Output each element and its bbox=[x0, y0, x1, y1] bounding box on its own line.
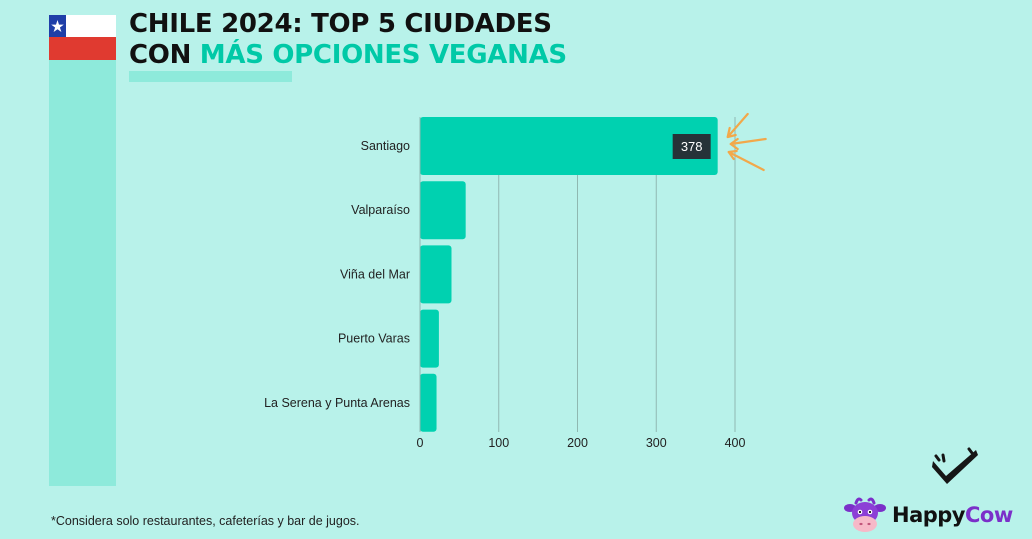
check-mark-icon bbox=[932, 447, 978, 484]
page-title: CHILE 2024: TOP 5 CIUDADES CON MÁS OPCIO… bbox=[129, 9, 567, 71]
title-line-2-accent: MÁS OPCIONES VEGANAS bbox=[199, 40, 567, 70]
chile-flag-icon bbox=[49, 15, 116, 60]
tick-label: 300 bbox=[646, 436, 667, 450]
arrows-icon bbox=[726, 112, 767, 172]
data-label-box bbox=[672, 134, 711, 159]
category-label: Santiago bbox=[361, 139, 410, 153]
category-label: Viña del Mar bbox=[340, 267, 410, 281]
logo-text-cow: Cow bbox=[965, 503, 1013, 527]
happycow-logo: HappyCow bbox=[842, 494, 1013, 536]
left-decor-strip bbox=[49, 60, 116, 486]
tick-label: 100 bbox=[488, 436, 509, 450]
category-label: Valparaíso bbox=[351, 203, 410, 217]
category-label: La Serena y Punta Arenas bbox=[264, 396, 410, 410]
tick-label: 400 bbox=[725, 436, 746, 450]
tick-label: 200 bbox=[567, 436, 588, 450]
title-line-2-prefix: CON bbox=[129, 40, 200, 70]
title-underline bbox=[129, 71, 292, 82]
logo-text-happy: Happy bbox=[892, 503, 966, 527]
bar bbox=[420, 245, 452, 304]
footnote: *Considera solo restaurantes, cafeterías… bbox=[51, 514, 360, 528]
bar bbox=[420, 373, 437, 432]
data-label: 378 bbox=[681, 139, 703, 154]
category-label: Puerto Varas bbox=[338, 332, 410, 346]
title-line-2: CON MÁS OPCIONES VEGANAS bbox=[129, 40, 567, 71]
bar bbox=[420, 309, 439, 368]
bar-chart: Santiago Valparaíso Viña del Mar Puerto Var… bbox=[264, 112, 767, 450]
bar bbox=[420, 117, 718, 175]
logo-text: HappyCow bbox=[892, 503, 1013, 527]
bar bbox=[420, 181, 466, 240]
title-line-1: CHILE 2024: TOP 5 CIUDADES bbox=[129, 9, 552, 39]
cow-face-icon bbox=[844, 497, 886, 532]
tick-label: 0 bbox=[417, 436, 424, 450]
